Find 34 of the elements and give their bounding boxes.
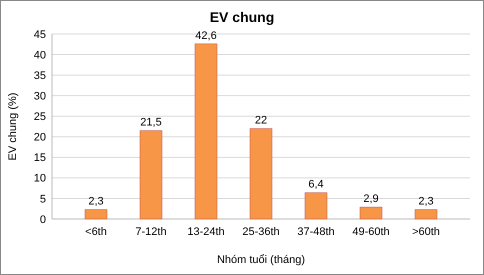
y-tick-label: 45 (34, 28, 46, 41)
bar (140, 130, 162, 220)
x-tick-label: <6th (85, 226, 107, 238)
x-tick-label: >60th (412, 226, 440, 238)
x-tick-label: 37-48th (297, 226, 335, 238)
data-label: 42,6 (195, 30, 217, 42)
y-tick-label: 40 (34, 49, 46, 62)
y-tick-label: 0 (40, 214, 46, 226)
data-label: 2,9 (363, 193, 379, 206)
chart-title: EV chung (210, 9, 274, 25)
x-tick-label: 7-12th (135, 226, 167, 238)
data-label: 2,3 (418, 196, 434, 208)
y-tick-label: 15 (34, 152, 46, 164)
bar (414, 209, 438, 220)
y-tick-label: 35 (34, 70, 46, 82)
bar (250, 128, 272, 220)
bar (84, 209, 108, 220)
x-tick-label: 13-24th (187, 226, 225, 238)
x-tick-label: 25-36th (242, 226, 280, 238)
x-tick-label: 49-60th (352, 226, 390, 238)
data-label: 22 (254, 114, 268, 127)
data-label: 6,4 (308, 178, 324, 191)
bar (194, 44, 218, 220)
bar (304, 192, 328, 220)
bar (360, 206, 382, 220)
y-tick-label: 10 (34, 172, 46, 185)
data-label: 21,5 (140, 116, 162, 129)
y-tick-label: 30 (34, 90, 46, 103)
y-tick-label: 5 (40, 193, 46, 206)
y-axis-title: EV chung (%) (7, 92, 19, 160)
data-label: 2,3 (88, 196, 104, 208)
y-tick-label: 20 (34, 132, 46, 144)
y-tick-label: 25 (34, 111, 46, 124)
x-axis-title: Nhóm tuổi (tháng) (216, 254, 306, 266)
